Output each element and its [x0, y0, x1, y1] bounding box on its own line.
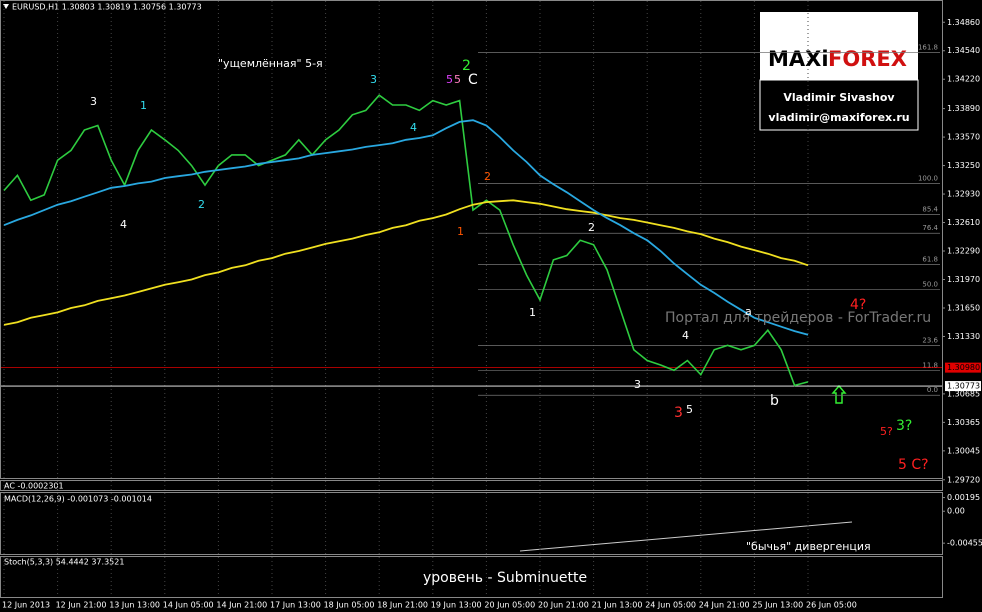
- annotation: 4?: [850, 297, 866, 313]
- price-tag: [945, 381, 981, 392]
- divergence-line: [519, 521, 853, 552]
- price-tag: [945, 362, 981, 373]
- fib-label: 0.0: [927, 386, 938, 394]
- main-pane: [0, 0, 943, 479]
- ac-label: AC -0.0002301: [4, 482, 64, 491]
- x-tick-label: 24 Jun 05:00: [645, 601, 696, 610]
- annotation: 5: [446, 73, 453, 86]
- annotation: 5?: [880, 425, 893, 438]
- y-tick-label: 1.34220: [947, 75, 980, 84]
- y-tick-label: 1.33250: [947, 161, 980, 170]
- y-tick-label: 1.34860: [947, 18, 980, 27]
- series-line: [3, 94, 809, 387]
- up-arrow: [831, 384, 847, 404]
- stoch-label: Stoch(5,3,3) 54.4442 37.3521: [4, 558, 124, 567]
- y-tick-label: 1.33890: [947, 104, 980, 113]
- x-tick-label: 20 Jun 21:00: [538, 601, 589, 610]
- y-tick-label: 1.31330: [947, 332, 980, 341]
- annotation: 2: [484, 170, 491, 183]
- annotation: 3: [90, 95, 97, 108]
- y-tick-label: 1.31650: [947, 303, 980, 312]
- annotation: 3: [634, 378, 641, 391]
- chart-title: EURUSD,H1 1.30803 1.30819 1.30756 1.3077…: [12, 3, 202, 12]
- logo-info-box: [759, 79, 919, 131]
- annotation: C: [468, 72, 478, 88]
- fib-label: 100.0: [918, 174, 938, 182]
- fib-label: 11.8: [922, 361, 938, 369]
- x-tick-label: 20 Jun 05:00: [484, 601, 535, 610]
- annotation: 2: [588, 221, 595, 234]
- y-tick-label: 1.33570: [947, 133, 980, 142]
- x-tick-label: 21 Jun 13:00: [592, 601, 643, 610]
- y-tick-label: 1.32290: [947, 247, 980, 256]
- x-tick-label: 14 Jun 21:00: [216, 601, 267, 610]
- annotation: 5: [686, 403, 693, 416]
- annotation: 5 C?: [898, 457, 929, 473]
- annotation: 4: [410, 121, 417, 134]
- price-tag-label: 1.30980: [947, 363, 980, 372]
- y-tick-label: 1.30685: [947, 389, 980, 398]
- fib-label: 50.0: [922, 280, 938, 288]
- fib-label: 23.6: [922, 336, 938, 344]
- x-tick-label: 17 Jun 13:00: [270, 601, 321, 610]
- annotation: 3?: [896, 418, 912, 434]
- y-tick-label: 1.32930: [947, 190, 980, 199]
- annotation: 1: [457, 225, 464, 238]
- annotation: 2: [198, 198, 205, 211]
- x-tick-label: 18 Jun 21:00: [377, 601, 428, 610]
- series-line: [3, 119, 809, 336]
- macd-tick-label: 0.00195: [947, 493, 980, 502]
- y-tick-label: 1.29720: [947, 475, 980, 484]
- series-line: [3, 199, 809, 326]
- logo-email: vladimir@maxiforex.ru: [768, 111, 909, 124]
- x-tick-label: 18 Jun 05:00: [324, 601, 375, 610]
- annotation: a: [745, 305, 752, 318]
- fib-label: 76.4: [922, 224, 938, 232]
- fib-label: 161.8: [918, 44, 938, 52]
- annotation: 4: [120, 218, 127, 231]
- y-tick-label: 1.34540: [947, 46, 980, 55]
- annotation: 4: [682, 329, 689, 342]
- annotation: уровень - Subminuette: [423, 570, 587, 586]
- annotation: 3: [674, 405, 683, 421]
- x-tick-label: 12 Jun 21:00: [56, 601, 107, 610]
- stoch-pane: [0, 556, 943, 598]
- y-tick-label: 1.30045: [947, 446, 980, 455]
- annotation: 5: [454, 73, 461, 86]
- x-tick-label: 26 Jun 05:00: [806, 601, 857, 610]
- logo-box: [760, 12, 918, 80]
- annotation: 3: [370, 73, 377, 86]
- annotation: "бычья" дивергенция: [746, 540, 871, 553]
- ac-pane: [0, 480, 943, 491]
- fib-label: 61.8: [922, 255, 938, 263]
- macd-label: MACD(12,26,9) -0.001073 -0.001014: [4, 495, 152, 504]
- x-tick-label: 19 Jun 13:00: [431, 601, 482, 610]
- annotation: 2: [462, 58, 471, 74]
- annotation: 1: [140, 99, 147, 112]
- x-tick-label: 13 Jun 13:00: [109, 601, 160, 610]
- annotation: Портал для трейдеров - ForTrader.ru: [665, 310, 931, 326]
- x-tick-label: 24 Jun 21:00: [699, 601, 750, 610]
- y-tick-label: 1.30365: [947, 418, 980, 427]
- price-tag-label: 1.30773: [947, 382, 980, 391]
- y-tick-label: 1.32610: [947, 218, 980, 227]
- macd-tick-label: -0.004553: [947, 539, 982, 548]
- fib-label: 85.4: [922, 206, 938, 214]
- x-tick-label: 12 Jun 2013: [2, 601, 50, 610]
- annotation: "ущемлённая" 5-я: [218, 57, 323, 70]
- annotation: b: [770, 393, 779, 409]
- y-tick-label: 1.31970: [947, 275, 980, 284]
- logo-brand-right: FOREX: [828, 47, 907, 71]
- annotation: 1: [529, 306, 536, 319]
- macd-tick-label: 0.00: [947, 507, 965, 516]
- x-tick-label: 25 Jun 13:00: [752, 601, 803, 610]
- macd-pane: [0, 492, 943, 555]
- logo: MAXi FOREX Vladimir Sivashov vladimir@ma…: [759, 12, 919, 131]
- frames: [0, 0, 943, 598]
- x-tick-label: 14 Jun 05:00: [163, 601, 214, 610]
- logo-name: Vladimir Sivashov: [783, 91, 895, 104]
- logo-brand-left: MAXi: [768, 47, 829, 71]
